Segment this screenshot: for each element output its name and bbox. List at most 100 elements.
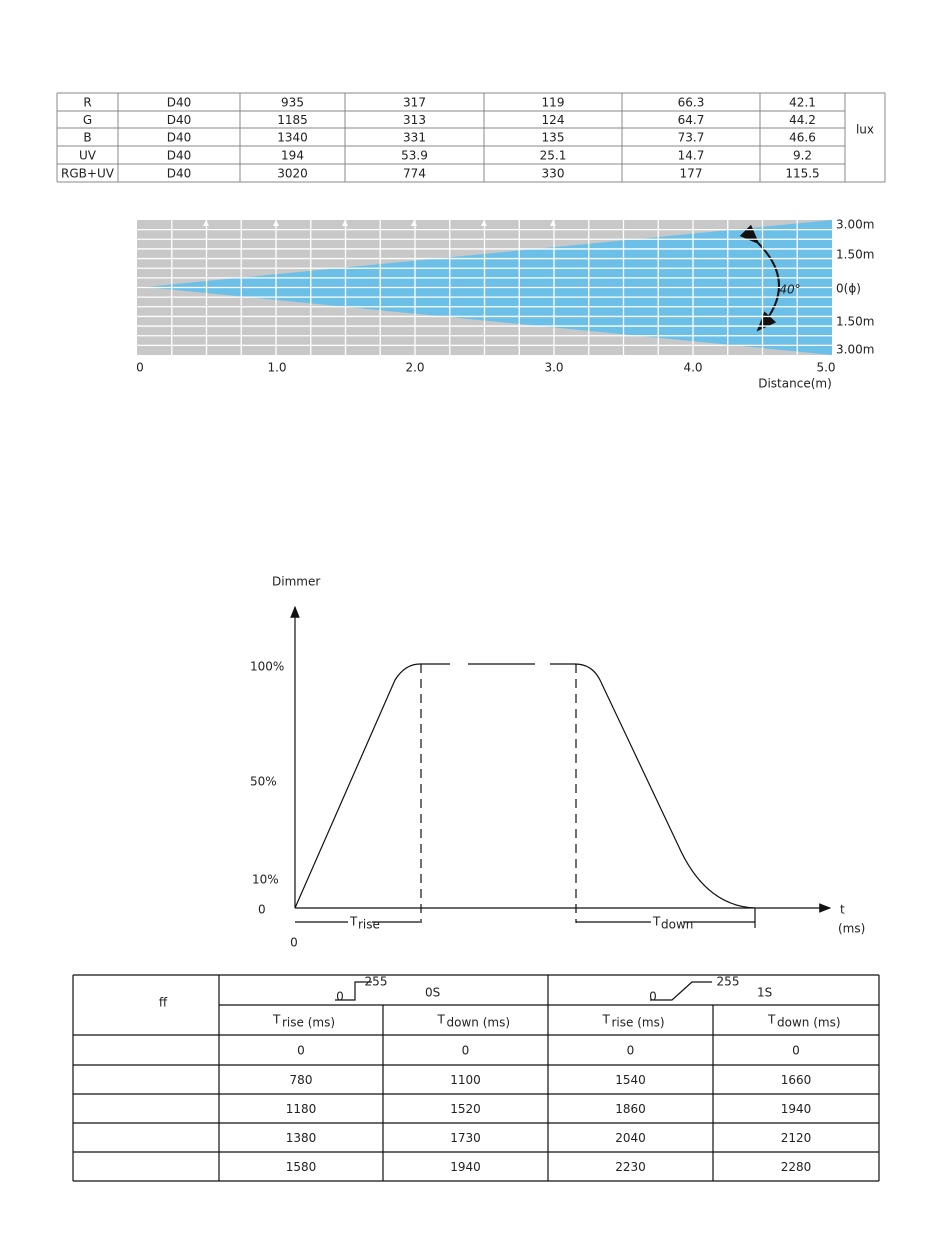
tick-arrow — [411, 220, 417, 226]
label: 0 — [336, 990, 344, 1004]
table-cell: UV — [79, 149, 97, 163]
label: 1.0 — [267, 361, 286, 375]
table-cell: 1520 — [450, 1102, 481, 1116]
table-cell: 1100 — [450, 1073, 481, 1087]
table-cell: 1860 — [615, 1102, 646, 1116]
table-cell: 1340 — [277, 131, 308, 145]
table-cell: RGB+UV — [61, 167, 115, 181]
table-cell: 124 — [542, 113, 565, 127]
table-cell: 330 — [542, 167, 565, 181]
table-cell: 44.2 — [789, 113, 816, 127]
table-cell: 3020 — [277, 167, 308, 181]
table-cell: 66.3 — [678, 96, 705, 110]
dimmer-curve — [294, 663, 756, 909]
label: rise (ms) — [282, 1016, 335, 1030]
table-cell: 46.6 — [789, 131, 816, 145]
tick-arrow — [550, 220, 556, 226]
label: (ms) — [838, 922, 865, 936]
label: 2.0 — [405, 361, 424, 375]
label: T — [437, 1013, 446, 1027]
label: 255 — [365, 975, 388, 989]
table-cell: 194 — [281, 149, 304, 163]
table-cell: 73.7 — [678, 131, 705, 145]
label: down (ms) — [777, 1016, 841, 1030]
label: 1.50m — [836, 315, 874, 329]
label-bg — [651, 914, 683, 928]
tick-arrow — [203, 220, 209, 226]
unit-label: lux — [856, 123, 874, 137]
angle-arrow — [739, 224, 780, 332]
table-cell: 177 — [680, 167, 703, 181]
label: down — [661, 918, 693, 932]
table-cell: 2230 — [615, 1160, 646, 1174]
table-cell: 0 — [297, 1044, 305, 1058]
table-cell: D40 — [167, 131, 192, 145]
label: 10% — [252, 873, 279, 887]
label: ff — [159, 996, 168, 1010]
table-cell: 14.7 — [678, 149, 705, 163]
table-cell: 1380 — [286, 1131, 317, 1145]
label: T — [349, 915, 358, 929]
table-cell: D40 — [167, 96, 192, 110]
table-cell: 115.5 — [785, 167, 819, 181]
table-cell: D40 — [167, 149, 192, 163]
table-cell: 42.1 — [789, 96, 816, 110]
label: rise (ms) — [612, 1016, 665, 1030]
table-cell: 135 — [542, 131, 565, 145]
label: down (ms) — [447, 1016, 511, 1030]
label: Distance(m) — [758, 377, 832, 391]
label: T — [272, 1013, 281, 1027]
tick-arrow — [273, 220, 279, 226]
table-cell: 25.1 — [540, 149, 567, 163]
table-cell: B — [83, 131, 91, 145]
table-cell: D40 — [167, 167, 192, 181]
label: 1S — [757, 986, 772, 1000]
table-cell: 1180 — [286, 1102, 317, 1116]
table-cell: 780 — [290, 1073, 313, 1087]
table-cell: 119 — [542, 96, 565, 110]
table-cell: 317 — [403, 96, 426, 110]
table-cell: 1730 — [450, 1131, 481, 1145]
dashed-guide — [420, 664, 577, 923]
table-cell: 64.7 — [678, 113, 705, 127]
tick-arrow — [481, 220, 487, 226]
label: T — [767, 1013, 776, 1027]
label: T — [602, 1013, 611, 1027]
step-icon — [335, 981, 712, 1001]
label: 50% — [250, 775, 277, 789]
table-cell: 331 — [403, 131, 426, 145]
table-cell: 1580 — [286, 1160, 317, 1174]
label: 4.0 — [683, 361, 702, 375]
table-cell: 2040 — [615, 1131, 646, 1145]
table-cell: 935 — [281, 96, 304, 110]
label: 0 — [290, 936, 298, 950]
label: t — [840, 903, 845, 917]
tick-arrow — [342, 220, 348, 226]
table-cell: D40 — [167, 113, 192, 127]
label: 0 — [136, 361, 144, 375]
table-cell: R — [83, 96, 91, 110]
table-cell: 0 — [627, 1044, 635, 1058]
label: 3.00m — [836, 218, 874, 232]
label: 0S — [425, 986, 440, 1000]
table-cell: 774 — [403, 167, 426, 181]
label: T — [652, 915, 661, 929]
table-cell: 0 — [792, 1044, 800, 1058]
label: 5.0 — [816, 361, 835, 375]
table-cell: 2280 — [781, 1160, 812, 1174]
label: 100% — [250, 660, 284, 674]
table-cell: 9.2 — [793, 149, 812, 163]
table-cell: 1940 — [781, 1102, 812, 1116]
label: Dimmer — [272, 575, 320, 589]
table-cell: 313 — [403, 113, 426, 127]
label: 3.0 — [544, 361, 563, 375]
label: 0 — [649, 990, 657, 1004]
table-cell: 1660 — [781, 1073, 812, 1087]
label: rise — [358, 918, 380, 932]
table-cell: G — [83, 113, 92, 127]
label: 0 — [258, 903, 266, 917]
table-cell: 1940 — [450, 1160, 481, 1174]
label: 0(ϕ) — [836, 282, 861, 296]
table-cell: 0 — [462, 1044, 470, 1058]
table-cell: 1540 — [615, 1073, 646, 1087]
